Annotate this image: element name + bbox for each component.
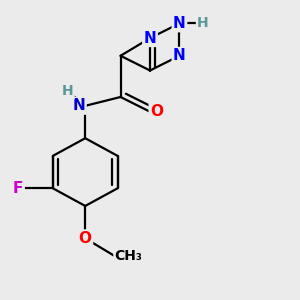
Text: CH₃: CH₃ bbox=[115, 249, 142, 263]
Text: N: N bbox=[173, 48, 186, 63]
Text: H: H bbox=[62, 84, 74, 98]
Text: O: O bbox=[79, 231, 92, 246]
Text: N: N bbox=[73, 98, 85, 113]
Text: H: H bbox=[197, 16, 209, 30]
Text: N: N bbox=[173, 16, 186, 31]
Text: O: O bbox=[150, 104, 163, 119]
Text: N: N bbox=[144, 31, 156, 46]
Text: F: F bbox=[13, 181, 23, 196]
